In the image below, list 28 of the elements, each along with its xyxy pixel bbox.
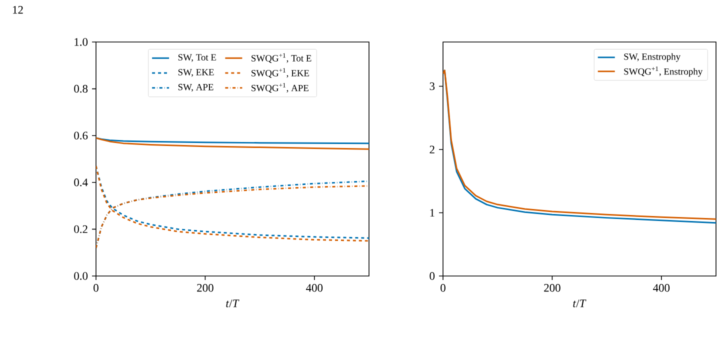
legend-label: SWQG$^{+1}$, APE (252, 82, 308, 93)
x-tick-label: 200 (544, 284, 560, 292)
x-tick-label: 0 (440, 284, 446, 292)
y-tick-label: 0.0 (74, 272, 88, 280)
legend-label: SWQG$^{+1}$, Tot E (252, 53, 312, 63)
y-tick-label: 0.4 (74, 178, 88, 186)
x-tick-label: 400 (653, 284, 670, 292)
y-tick-label: 1.0 (74, 38, 88, 46)
x-tick-label: 400 (306, 284, 323, 292)
legend-label: SWQG$^{+1}$, Enstrophy (624, 66, 703, 77)
x-tick-label: 0 (94, 284, 98, 292)
x-axis-title: t/T (573, 300, 586, 308)
text: 12 (13, 6, 23, 14)
y-tick-label: 3 (430, 82, 435, 90)
legend-label: SW, EKE (178, 69, 214, 77)
legend-label: SW, Enstrophy (624, 53, 681, 62)
x-axis-title: t/T (226, 300, 240, 308)
line-series (96, 137, 369, 150)
legend-label: SWQG$^{+1}$, EKE (252, 68, 309, 78)
y-tick-label: 0.2 (74, 225, 88, 234)
y-tick-label: 0.8 (74, 84, 88, 93)
y-tick-label: 2 (430, 146, 434, 154)
legend-label: SW, Tot E (178, 54, 216, 62)
y-tick-label: 1 (430, 208, 434, 217)
legend-label: SW, APE (178, 84, 214, 92)
x-tick-label: 200 (197, 284, 214, 292)
y-tick-label: 0 (430, 272, 435, 280)
y-tick-label: 0.6 (74, 132, 88, 140)
